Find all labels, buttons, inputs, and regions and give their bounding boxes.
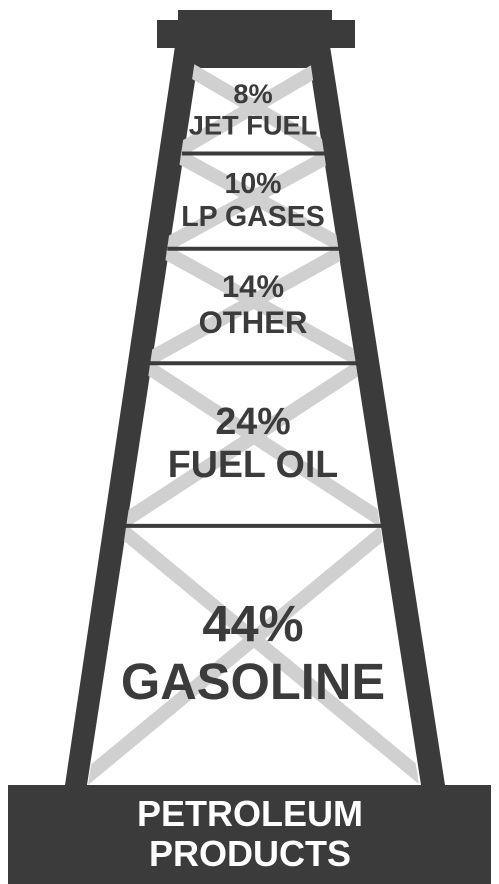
value-label: 10%: [224, 168, 281, 200]
brace: [112, 357, 370, 532]
value-label: 14%: [222, 269, 284, 304]
value-label: 8%: [233, 78, 272, 109]
category-label: OTHER: [199, 305, 308, 340]
brace: [137, 357, 395, 532]
value-label: 24%: [215, 400, 290, 442]
derrick-base: [8, 785, 491, 884]
brace: [88, 520, 396, 785]
derrick-top: [178, 10, 332, 22]
brace: [138, 242, 352, 370]
value-label: 44%: [202, 595, 303, 652]
derrick-cap: [157, 20, 355, 48]
brace: [170, 61, 324, 160]
chart-title: PETROLEUM PRODUCTS: [137, 793, 363, 874]
category-label: LP GASES: [181, 201, 325, 233]
brace: [155, 242, 370, 370]
category-label: GASOLINE: [121, 653, 385, 710]
category-label: FUEL OIL: [168, 443, 339, 485]
brace: [170, 147, 352, 255]
category-label: JET FUEL: [189, 109, 317, 140]
brace: [112, 520, 419, 785]
brace: [155, 147, 337, 255]
